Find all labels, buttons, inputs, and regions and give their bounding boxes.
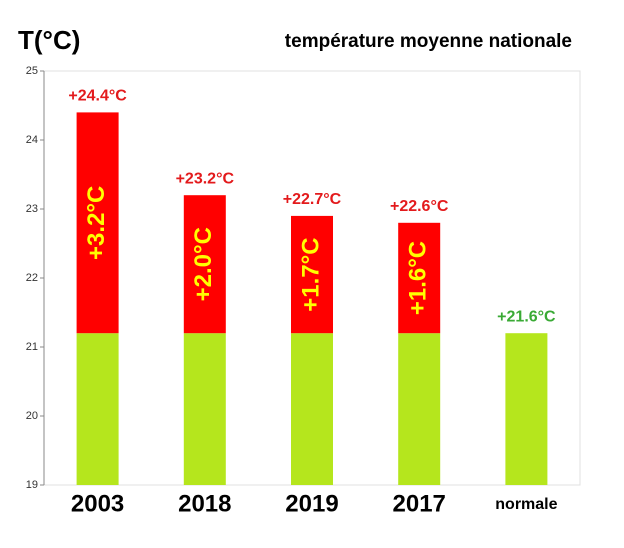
x-tick-label: 2017 <box>393 490 446 517</box>
x-tick-label: 2003 <box>71 490 124 517</box>
y-tick-label: 24 <box>26 134 38 146</box>
bar-segment <box>183 195 226 334</box>
top-label: +22.6°C <box>390 198 449 215</box>
y-tick-label: 21 <box>26 341 38 353</box>
segment-label: +3.2°C <box>83 186 110 260</box>
bar-segment <box>398 222 441 334</box>
bar-segment <box>505 333 548 485</box>
x-tick-label: 2019 <box>285 490 338 517</box>
top-label: +23.2°C <box>176 170 235 187</box>
y-tick-label: 25 <box>26 65 38 77</box>
y-axis-label: T(°C) <box>18 25 80 55</box>
bar-segment <box>398 333 441 485</box>
y-tick-label: 22 <box>26 272 38 284</box>
top-label: +22.7°C <box>283 191 342 208</box>
bar-segment <box>76 112 119 334</box>
bar-segment <box>76 333 119 485</box>
top-label: +24.4°C <box>68 88 127 105</box>
bar-segment <box>291 333 333 485</box>
y-tick-label: 19 <box>26 479 38 491</box>
chart-title: température moyenne nationale <box>285 31 572 52</box>
segment-label: +1.6°C <box>405 241 432 315</box>
bar-segment <box>291 215 333 334</box>
y-tick-label: 20 <box>26 410 38 422</box>
top-label: +21.6°C <box>497 308 556 325</box>
bar-segment <box>183 333 226 485</box>
x-tick-label: normale <box>495 496 557 513</box>
x-tick-label: 2018 <box>178 490 231 517</box>
segment-label: +1.7°C <box>297 237 324 311</box>
y-tick-label: 23 <box>26 203 38 215</box>
segment-label: +2.0°C <box>190 227 217 301</box>
